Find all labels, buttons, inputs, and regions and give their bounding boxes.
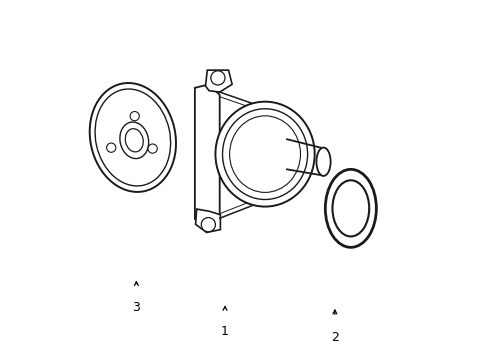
- Ellipse shape: [106, 143, 116, 152]
- Ellipse shape: [316, 148, 330, 176]
- Ellipse shape: [89, 83, 176, 192]
- Ellipse shape: [222, 109, 307, 199]
- Ellipse shape: [130, 112, 139, 121]
- Ellipse shape: [332, 180, 368, 237]
- Polygon shape: [195, 84, 219, 228]
- Text: 2: 2: [330, 331, 338, 345]
- Ellipse shape: [95, 89, 170, 186]
- Ellipse shape: [148, 144, 157, 153]
- Text: 3: 3: [132, 301, 140, 314]
- Polygon shape: [195, 209, 220, 233]
- Ellipse shape: [120, 122, 148, 158]
- Ellipse shape: [215, 102, 314, 207]
- Ellipse shape: [125, 129, 143, 152]
- Ellipse shape: [229, 116, 300, 192]
- Ellipse shape: [325, 169, 376, 247]
- Polygon shape: [205, 70, 232, 92]
- Ellipse shape: [210, 71, 224, 85]
- Ellipse shape: [201, 217, 215, 232]
- Text: 1: 1: [221, 325, 228, 338]
